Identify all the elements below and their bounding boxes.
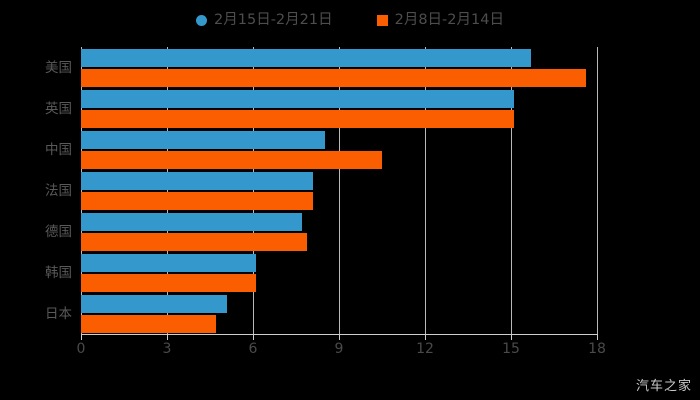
bar-previous[interactable] — [81, 191, 314, 210]
legend-item-current[interactable]: 2月15日-2月21日 — [196, 13, 333, 28]
bar-group — [81, 253, 597, 292]
plot-area — [81, 47, 598, 334]
bar-group — [81, 294, 597, 333]
axis-tick — [253, 334, 254, 340]
axis-tick — [81, 334, 82, 340]
x-tick-label: 18 — [588, 341, 606, 357]
bar-current[interactable] — [81, 48, 532, 67]
bar-previous[interactable] — [81, 232, 308, 251]
gridline — [339, 47, 340, 334]
bar-current[interactable] — [81, 253, 256, 272]
category-label: 韩国 — [45, 264, 72, 281]
bar-current[interactable] — [81, 212, 302, 231]
x-tick-label: 3 — [162, 341, 172, 357]
category-label: 日本 — [45, 305, 72, 322]
bar-current[interactable] — [81, 294, 228, 313]
axis-tick — [597, 334, 598, 340]
bar-previous[interactable] — [81, 314, 216, 333]
category-label: 德国 — [45, 223, 72, 240]
gridline — [253, 47, 254, 334]
bar-previous[interactable] — [81, 273, 256, 292]
gridline — [511, 47, 512, 334]
bar-current[interactable] — [81, 89, 514, 108]
legend-item-previous[interactable]: 2月8日-2月14日 — [376, 11, 504, 28]
x-tick-label: 12 — [416, 341, 434, 357]
watermark: 汽车之家 — [635, 379, 692, 394]
category-label: 法国 — [45, 182, 72, 199]
bar-group — [81, 212, 597, 251]
bar-previous[interactable] — [81, 150, 382, 169]
gridline — [167, 47, 168, 334]
axis-tick — [167, 334, 168, 340]
category-label: 美国 — [45, 59, 72, 76]
bar-current[interactable] — [81, 171, 314, 190]
axis-tick — [339, 334, 340, 340]
bar-previous[interactable] — [81, 109, 514, 128]
category-label: 中国 — [45, 141, 72, 158]
legend-swatch-square-icon — [376, 14, 388, 26]
x-tick-label: 0 — [76, 341, 86, 357]
legend-label-previous: 2月8日-2月14日 — [394, 11, 504, 28]
bar-current[interactable] — [81, 130, 325, 149]
axis-tick — [425, 334, 426, 340]
gridline — [81, 47, 82, 334]
axis-tick — [511, 334, 512, 340]
category-axis: 美国英国中国法国德国韩国日本 — [0, 47, 72, 334]
legend-label-current: 2月15日-2月21日 — [214, 11, 333, 28]
category-label: 英国 — [45, 100, 72, 117]
bar-previous[interactable] — [81, 68, 586, 87]
bar-group — [81, 48, 597, 87]
legend-swatch-circle-icon — [196, 14, 208, 26]
bar-group — [81, 171, 597, 210]
x-tick-label: 9 — [334, 341, 344, 357]
value-axis: 0 3 6 9 12 15 18 — [0, 341, 700, 361]
chart-legend: 2月15日-2月21日 2月8日-2月14日 — [0, 8, 700, 32]
gridline — [425, 47, 426, 334]
x-tick-label: 6 — [248, 341, 258, 357]
bar-group — [81, 89, 597, 128]
x-tick-label: 15 — [502, 341, 520, 357]
gridline — [597, 47, 598, 334]
bar-group — [81, 130, 597, 169]
